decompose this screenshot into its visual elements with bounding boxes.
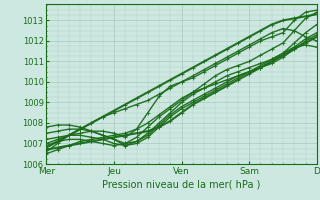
X-axis label: Pression niveau de la mer( hPa ): Pression niveau de la mer( hPa ) <box>102 180 261 190</box>
